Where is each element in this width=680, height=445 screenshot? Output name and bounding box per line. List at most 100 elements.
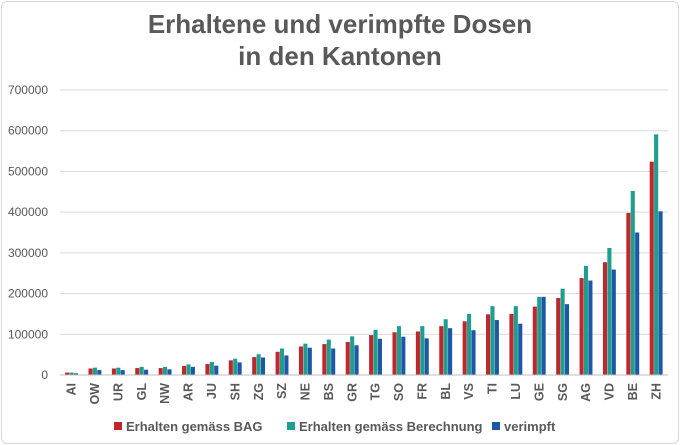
y-tick-label: 700000: [8, 83, 48, 97]
bar: [190, 366, 195, 375]
x-tick-label: AG: [579, 383, 593, 402]
x-tick-label: AR: [182, 383, 196, 401]
chart-title-line-1: Erhaltene und verimpfte Dosen: [147, 9, 533, 39]
bar: [564, 304, 570, 375]
bar: [92, 367, 97, 375]
bar: [331, 348, 336, 375]
bar: [233, 358, 238, 375]
bar: [392, 332, 397, 375]
bar: [214, 365, 219, 375]
bar: [518, 323, 523, 375]
bar: [415, 331, 420, 375]
bar: [322, 344, 327, 375]
bar: [626, 212, 631, 375]
y-tick-label: 200000: [8, 287, 48, 301]
y-tick-label: 100000: [8, 327, 48, 341]
x-tick-label: UR: [111, 383, 125, 401]
bar: [97, 370, 102, 375]
legend-swatch: [492, 422, 500, 430]
bar: [354, 345, 359, 375]
bar: [373, 329, 378, 375]
x-tick-label: GE: [532, 383, 546, 401]
bar: [326, 339, 331, 375]
x-tick-label: BE: [626, 383, 640, 400]
bar: [509, 313, 514, 375]
legend-label: Erhalten gemäss BAG: [126, 419, 263, 434]
bar: [144, 369, 149, 375]
bar: [467, 313, 472, 375]
bar: [345, 342, 350, 375]
bar: [556, 298, 561, 375]
bar: [649, 161, 654, 375]
bar: [448, 328, 453, 375]
x-tick-label: ZG: [252, 383, 266, 400]
bar: [658, 211, 663, 375]
bar: [205, 364, 210, 375]
x-tick-label: SG: [556, 383, 570, 401]
bar: [611, 269, 616, 375]
bar: [167, 369, 172, 375]
x-tick-label: TG: [369, 383, 383, 400]
y-tick-label: 500000: [8, 164, 48, 178]
bar: [579, 278, 584, 375]
bar: [65, 372, 70, 375]
bar: [279, 348, 285, 375]
chart-title-line-2: in den Kantonen: [238, 41, 442, 71]
bar: [73, 373, 78, 375]
bar: [486, 314, 491, 375]
bar: [494, 320, 499, 375]
legend-swatch: [287, 422, 295, 430]
x-tick-label: TI: [486, 383, 500, 394]
bar: [369, 335, 374, 375]
bar: [256, 354, 261, 375]
bar: [635, 232, 640, 375]
bar: [284, 355, 289, 375]
y-tick-label: 600000: [8, 124, 48, 138]
bar: [88, 368, 93, 375]
y-tick-label: 300000: [8, 246, 48, 260]
bar: [186, 364, 191, 375]
legend-label: Erhalten gemäss Berechnung: [299, 419, 483, 434]
bar: [424, 338, 429, 375]
x-tick-label: VS: [462, 383, 476, 400]
bar: [209, 361, 214, 375]
bar: [116, 367, 121, 375]
bar: [583, 265, 589, 375]
x-tick-label: NE: [299, 383, 313, 400]
x-tick-label: FR: [415, 383, 429, 400]
bar: [111, 368, 116, 375]
bar: [237, 362, 242, 375]
x-tick-label: GL: [135, 383, 149, 401]
x-tick-label: ZH: [649, 383, 663, 400]
bar: [182, 366, 187, 375]
y-tick-label: 400000: [8, 205, 48, 219]
legend-swatch: [114, 422, 122, 430]
bar: [275, 351, 280, 375]
bar: [163, 366, 168, 375]
legend-label: verimpft: [504, 419, 556, 434]
bar: [654, 134, 659, 375]
bar: [307, 347, 312, 375]
bar: [135, 368, 140, 375]
bar: [462, 321, 467, 375]
bar: [158, 368, 163, 375]
bar: [602, 262, 608, 375]
bar: [298, 346, 304, 375]
bar: [537, 296, 542, 375]
x-tick-label: SZ: [275, 383, 289, 399]
x-tick-label: GR: [345, 383, 359, 402]
bar: [513, 306, 518, 375]
x-tick-label: SO: [392, 383, 406, 401]
bar: [420, 326, 425, 375]
bar: [630, 190, 635, 375]
chart-title: Erhaltene und verimpfte Dosen in den Kan…: [0, 8, 680, 72]
bar: [443, 319, 448, 375]
bar: [471, 330, 476, 375]
x-tick-label: SH: [228, 383, 242, 400]
x-tick-label: AI: [65, 383, 79, 396]
y-tick-label: 0: [41, 368, 48, 382]
x-tick-label: LU: [509, 383, 523, 400]
bar: [607, 247, 612, 375]
x-tick-label: JU: [205, 383, 219, 399]
